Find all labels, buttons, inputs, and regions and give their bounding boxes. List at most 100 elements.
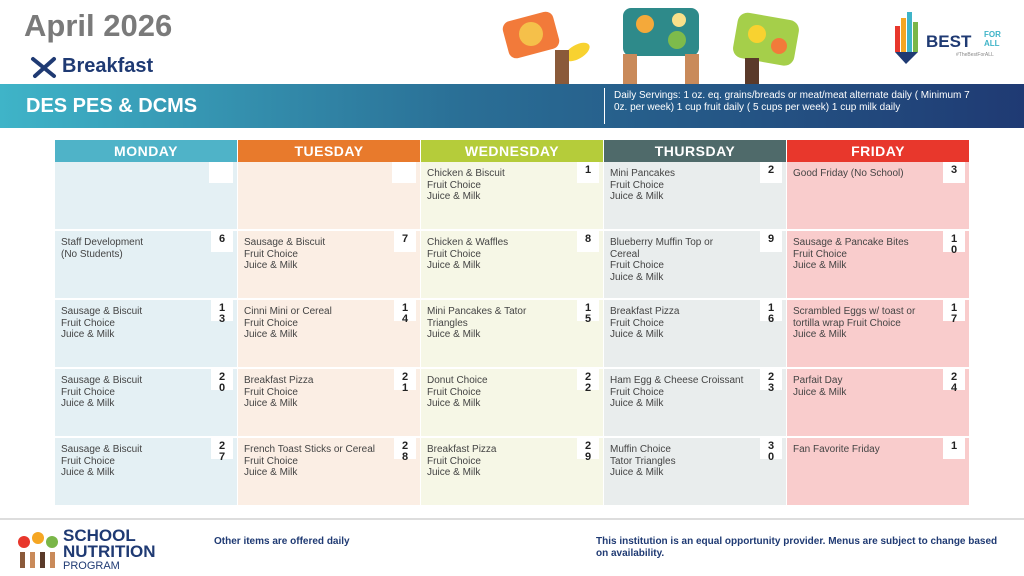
date-box: 20 [211,369,233,394]
day-cell: 27 Sausage & Biscuit Fruit Choice Juice & M… [55,438,238,507]
pencil-logo [895,12,918,64]
menu-item: Sausage & Pancake Bites [793,237,909,248]
menu-lines: Breakfast Pizza Fruit Choice Juice & Milk [427,444,567,479]
day-cell: 6 Staff Development (No Students) [55,231,238,300]
date-number: 2 [767,164,775,176]
date-number: 10 [950,233,958,256]
date-box: 13 [211,300,233,325]
menu-item: Donut Choice [427,375,488,386]
date-box: 6 [211,231,233,252]
date-number: 6 [218,233,226,245]
menu-item: Juice & Milk [244,329,298,340]
utensils-icon [31,57,56,78]
footer-note: This institution is an equal opportunity… [596,536,998,559]
date-box: 27 [211,438,233,463]
date-box: 1 [577,162,599,183]
menu-lines: Ham Egg & Cheese Croissant Fruit Choice Ju… [610,375,750,410]
date-box: 21 [394,369,416,394]
menu-item: Juice & Milk [244,467,298,478]
logo-tag: #TheBestForALL [956,52,994,58]
menu-item: Juice & Milk [244,398,298,409]
date-number: 23 [767,371,775,394]
day-cell: 16 Breakfast Pizza Fruit Choice Juice & Mil… [604,300,787,369]
menu-item: Chicken & Waffles [427,237,509,248]
menu-lines: French Toast Sticks or Cereal Fruit Choic… [244,444,384,479]
date-number: 8 [584,233,592,245]
date-box: 23 [760,369,782,394]
menu-item: Fruit Choice [427,455,481,467]
logo-word: BEST [926,32,972,51]
menu-item: Fruit Choice [610,386,664,398]
menu-item: Fruit Choice [244,317,298,329]
menu-item: Fruit Choice [61,455,115,467]
day-cell: 10 Sausage & Pancake Bites Fruit Choice Jui… [787,231,970,300]
menu-item: Juice & Milk [244,260,298,271]
menu-item: Juice & Milk [427,329,481,340]
date-box: 16 [760,300,782,325]
menu-item: Sausage & Biscuit [61,375,143,386]
date-number: 1 [584,164,592,176]
menu-lines: Donut Choice Fruit Choice Juice & Milk [427,375,567,410]
menu-item: Juice & Milk [610,191,664,202]
month-title: April 2026 [24,8,173,43]
banner [0,84,1024,128]
menu-lines: Chicken & Waffles Fruit Choice Juice & Mil… [427,237,567,272]
menu-item: Juice & Milk [427,260,481,271]
menu-lines: Blueberry Muffin Top or Cereal Fruit Choic… [610,237,750,283]
menu-item: Fruit Choice [427,248,481,260]
snp-word: NUTRITION [63,542,156,561]
date-number: 20 [218,371,226,394]
menu-lines: Cinni Mini or Cereal Fruit Choice Juice & … [244,306,384,341]
menu-item: Fruit Choice [244,248,298,260]
menu-item: Fruit Choice [244,386,298,398]
menu-lines: Sausage & Biscuit Fruit Choice Juice & Mil… [61,444,201,479]
menu-item: Fruit Choice [427,179,481,191]
date-box: 2 [760,162,782,183]
day-cell: 20 Sausage & Biscuit Fruit Choice Juice & M… [55,369,238,438]
date-box: 9 [760,231,782,252]
date-box: 17 [943,300,965,325]
menu-item: Chicken & Biscuit [427,168,505,179]
date-box: 22 [577,369,599,394]
date-box: 29 [577,438,599,463]
menu-item: Fruit Choice [427,386,481,398]
menu-item: Triangles [427,317,468,329]
menu-lines: Parfait Day Juice & Milk [793,375,933,398]
day-header: TUESDAY [238,140,420,162]
menu-item: Juice & Milk [61,467,115,478]
date-number: 16 [767,302,775,325]
day-cell: 7 Sausage & Biscuit Fruit Choice Juice & Mi… [238,231,421,300]
date-box: 14 [394,300,416,325]
day-cell: 28 French Toast Sticks or Cereal Fruit Cho… [238,438,421,507]
date-box: 3 [943,162,965,183]
meal-title: Breakfast [62,55,154,77]
day-cell: 23 Ham Egg & Cheese Croissant Fruit Choice… [604,369,787,438]
day-cell: 24 Parfait Day Juice & Milk [787,369,970,438]
menu-item: Juice & Milk [793,260,847,271]
menu-lines: Mini Pancakes Fruit Choice Juice & Milk [610,168,750,203]
date-box: 24 [943,369,965,394]
date-number: 3 [950,164,958,176]
menu-lines: Muffin Choice Tator Triangles Juice & Milk [610,444,750,479]
menu-item: Blueberry Muffin Top or [610,237,714,248]
menu-lines: Sausage & Biscuit Fruit Choice Juice & Mil… [244,237,384,272]
date-box: 7 [394,231,416,252]
date-box: 10 [943,231,965,256]
date-box: 28 [394,438,416,463]
logo-word: ALL [984,39,1000,48]
divider [604,88,605,124]
menu-lines: Fan Favorite Friday [793,444,933,456]
date-number: 17 [950,302,958,325]
menu-item: Mini Pancakes [610,168,676,179]
day-cell: 30 Muffin Choice Tator Triangles Juice & Mi… [604,438,787,507]
date-number: 21 [401,371,409,394]
menu-item: Juice & Milk [610,467,664,478]
menu-lines: Staff Development (No Students) [61,237,201,260]
menu-lines: Chicken & Biscuit Fruit Choice Juice & Mil… [427,168,567,203]
menu-item: Fruit Choice [793,248,847,260]
day-cell: 29 Breakfast Pizza Fruit Choice Juice & Mil… [421,438,604,507]
menu-lines: Sausage & Biscuit Fruit Choice Juice & Mil… [61,306,201,341]
day-header: THURSDAY [604,140,786,162]
menu-item: Juice & Milk [610,271,664,283]
date-number: 7 [401,233,409,245]
